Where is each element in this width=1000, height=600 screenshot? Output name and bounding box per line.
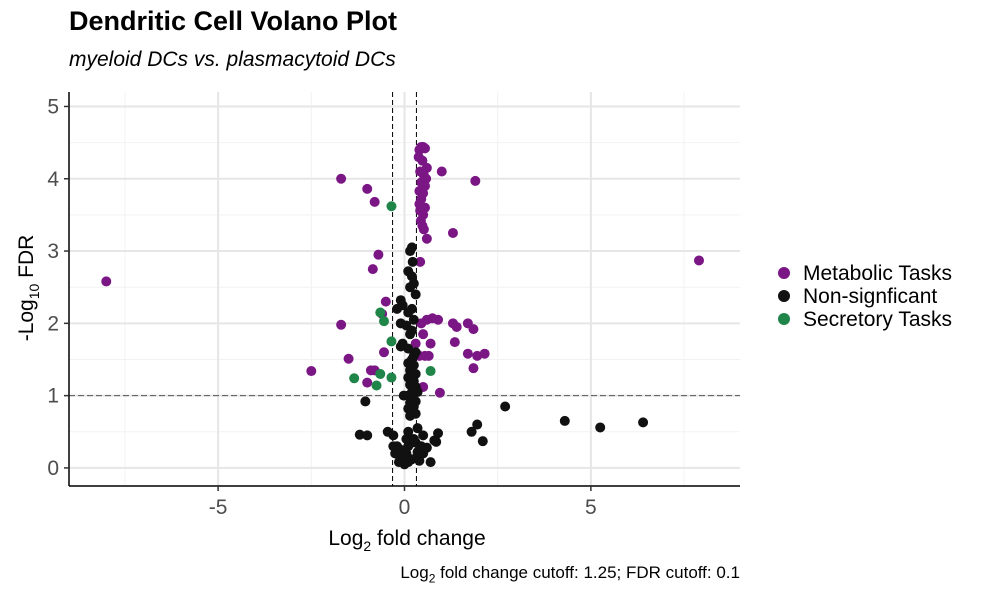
legend-key-nonsig <box>778 290 790 302</box>
data-point-metabolic <box>380 296 391 307</box>
data-point-secretory <box>371 380 382 391</box>
data-point-metabolic <box>415 256 426 267</box>
data-point-metabolic <box>417 155 428 166</box>
legend-label: Metabolic Tasks <box>803 262 952 285</box>
data-point-nonsig <box>638 417 649 428</box>
data-point-metabolic <box>451 321 462 332</box>
tick-labels: 0 1 2 3 4 5 -5 0 5 <box>47 95 596 519</box>
y-tick-label: 2 <box>47 312 59 335</box>
data-point-metabolic <box>420 143 431 154</box>
data-point-metabolic <box>343 353 354 364</box>
data-point-secretory <box>386 336 397 347</box>
data-point-metabolic <box>434 387 445 398</box>
data-point-metabolic <box>362 183 373 194</box>
data-point-nonsig <box>407 256 418 267</box>
data-point-nonsig <box>412 423 423 434</box>
data-points <box>101 141 704 470</box>
data-point-secretory <box>386 372 397 383</box>
chart-subtitle: myeloid DCs vs. plasmacytoid DCs <box>69 48 396 71</box>
x-tick-label: 0 <box>399 496 411 519</box>
data-point-metabolic <box>449 337 460 348</box>
data-point-nonsig <box>360 396 371 407</box>
y-tick-label: 0 <box>47 457 59 480</box>
data-point-metabolic <box>369 196 380 207</box>
data-point-nonsig <box>362 430 373 441</box>
x-axis-title: Log2 fold change <box>328 527 485 554</box>
x-tick-label: -5 <box>209 496 228 519</box>
data-point-metabolic <box>367 264 378 275</box>
y-tick-label: 4 <box>47 168 59 191</box>
data-point-nonsig <box>401 434 412 445</box>
data-point-nonsig <box>410 289 421 300</box>
data-point-secretory <box>349 373 360 384</box>
chart-caption: Log2 fold change cutoff: 1.25; FDR cutof… <box>400 563 740 586</box>
axes <box>64 92 740 491</box>
data-point-nonsig <box>425 457 436 468</box>
data-point-metabolic <box>373 249 384 260</box>
data-point-nonsig <box>393 457 404 468</box>
x-tick-label: 5 <box>585 496 597 519</box>
data-point-nonsig <box>559 415 570 426</box>
data-point-metabolic <box>479 348 490 359</box>
data-point-nonsig <box>390 448 401 459</box>
data-point-metabolic <box>378 347 389 358</box>
data-point-nonsig <box>595 422 606 433</box>
data-point-metabolic <box>336 319 347 330</box>
data-point-metabolic <box>418 329 429 340</box>
data-point-metabolic <box>421 233 432 244</box>
data-point-metabolic <box>436 166 447 177</box>
data-point-nonsig <box>405 329 416 340</box>
data-point-secretory <box>386 201 397 212</box>
grid <box>69 92 740 486</box>
data-point-secretory <box>375 368 386 379</box>
data-point-nonsig <box>408 314 419 325</box>
data-point-metabolic <box>418 224 429 235</box>
data-point-nonsig <box>388 430 399 441</box>
y-tick-label: 3 <box>47 240 59 263</box>
data-point-metabolic <box>462 318 473 329</box>
data-point-nonsig <box>477 436 488 447</box>
data-point-nonsig <box>405 246 416 257</box>
data-point-metabolic <box>447 227 458 238</box>
data-point-metabolic <box>336 173 347 184</box>
y-axis-title: -Log10 FDR <box>15 235 42 342</box>
data-point-metabolic <box>470 175 481 186</box>
data-point-secretory <box>425 366 436 377</box>
data-point-metabolic <box>306 366 317 377</box>
legend-key-secretory <box>778 313 790 325</box>
chart-title: Dendritic Cell Volano Plot <box>69 6 398 36</box>
data-point-metabolic <box>101 276 112 287</box>
data-point-nonsig <box>403 307 414 318</box>
data-point-nonsig <box>392 303 403 314</box>
data-point-nonsig <box>403 343 414 354</box>
data-point-nonsig <box>418 430 429 441</box>
data-point-metabolic <box>462 348 473 359</box>
data-point-nonsig <box>405 410 416 421</box>
legend-label: Secretory Tasks <box>803 308 952 331</box>
legend-key-metabolic <box>778 267 790 279</box>
data-point-metabolic <box>425 338 436 349</box>
data-point-nonsig <box>398 390 409 401</box>
data-point-secretory <box>378 316 389 327</box>
data-point-nonsig <box>405 282 416 293</box>
y-tick-label: 1 <box>47 385 59 408</box>
data-point-nonsig <box>354 429 365 440</box>
data-point-metabolic <box>468 363 479 374</box>
y-tick-label: 5 <box>47 95 59 118</box>
data-point-metabolic <box>362 377 373 388</box>
data-point-nonsig <box>472 419 483 430</box>
data-point-metabolic <box>416 318 427 329</box>
data-point-secretory <box>375 307 386 318</box>
data-point-nonsig <box>466 426 477 437</box>
data-point-nonsig <box>412 387 423 398</box>
data-point-nonsig <box>500 401 511 412</box>
legend-label: Non-signficant <box>803 285 937 308</box>
data-point-nonsig <box>421 442 432 453</box>
data-point-metabolic <box>423 350 434 361</box>
data-point-metabolic <box>693 255 704 266</box>
data-point-metabolic <box>410 338 421 349</box>
data-point-nonsig <box>429 435 440 446</box>
